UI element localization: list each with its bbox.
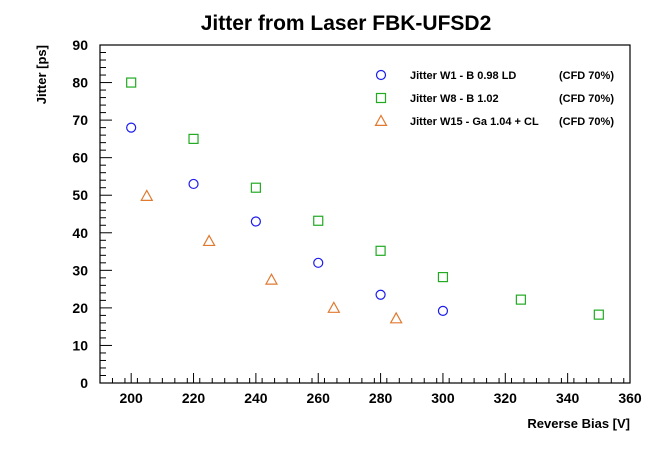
y-tick-label: 0 — [80, 375, 88, 391]
legend-marker — [374, 114, 388, 127]
y-tick-label: 10 — [72, 337, 88, 353]
legend-label: Jitter W8 - B 1.02 — [410, 93, 499, 105]
legend-marker — [375, 92, 387, 104]
data-point — [188, 178, 199, 190]
x-tick-label: 320 — [494, 390, 518, 406]
data-point — [437, 271, 449, 283]
legend-note: (CFD 70%) — [559, 70, 614, 82]
chart-title: Jitter from Laser FBK-UFSD2 — [201, 12, 492, 35]
data-point — [126, 77, 137, 88]
x-axis-label: Reverse Bias [V] — [527, 416, 630, 431]
data-point — [515, 294, 526, 305]
y-tick-label: 60 — [72, 150, 88, 166]
x-tick-label: 280 — [369, 390, 393, 406]
legend-label: Jitter W1 - B 0.98 LD — [410, 70, 516, 82]
legend: Jitter W1 - B 0.98 LD (CFD 70%) Jitter W8 … — [374, 69, 614, 128]
data-point — [313, 257, 324, 268]
x-tick-label: 240 — [244, 390, 268, 406]
data-point — [313, 215, 324, 226]
y-tick-label: 70 — [72, 112, 88, 128]
data-point — [126, 122, 137, 133]
plot-frame — [99, 44, 631, 384]
legend-marker — [375, 69, 387, 81]
data-point — [389, 311, 403, 324]
x-tick-label: 340 — [556, 390, 580, 406]
data-point — [188, 133, 199, 144]
y-tick-label: 90 — [72, 37, 88, 53]
y-tick-label: 30 — [72, 262, 88, 278]
data-point — [264, 272, 278, 285]
data-point — [375, 245, 386, 256]
y-tick-label: 20 — [72, 300, 88, 316]
data-point — [140, 189, 154, 201]
x-tick-label: 260 — [307, 390, 331, 406]
data-point — [202, 234, 216, 247]
y-tick-label: 50 — [72, 187, 88, 203]
x-tick-label: 360 — [618, 390, 642, 406]
y-axis-label: Jitter [ps] — [34, 45, 49, 104]
x-tick-label: 200 — [119, 390, 143, 406]
data-point — [593, 309, 604, 320]
legend-note: (CFD 70%) — [559, 93, 614, 105]
data-point — [250, 216, 261, 227]
data-point — [437, 305, 449, 316]
data-point — [250, 182, 261, 193]
data-point — [327, 301, 341, 313]
legend-label: Jitter W15 - Ga 1.04 + CL — [410, 116, 539, 128]
y-tick-label: 40 — [72, 225, 88, 241]
y-tick-label: 80 — [72, 75, 88, 91]
x-tick-label: 300 — [431, 390, 455, 406]
legend-note: (CFD 70%) — [559, 116, 614, 128]
data-point — [375, 289, 386, 300]
x-tick-label: 220 — [182, 390, 206, 406]
